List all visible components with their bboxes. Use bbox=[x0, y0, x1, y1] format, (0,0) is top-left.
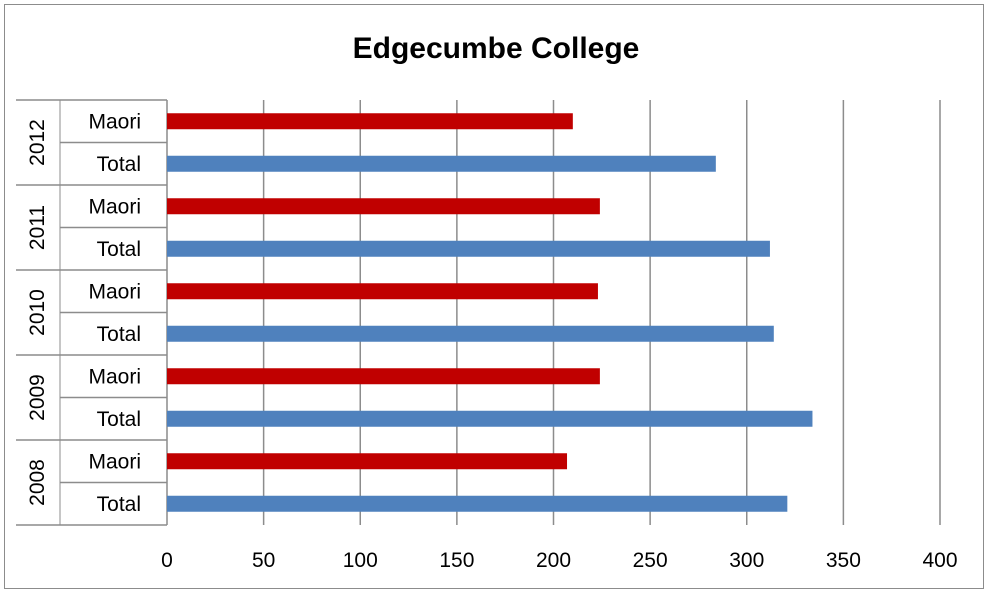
bar-category-label: Maori bbox=[88, 110, 141, 133]
group-label: 2009 bbox=[26, 374, 49, 421]
bars bbox=[167, 113, 813, 512]
bar-category-label: Maori bbox=[88, 280, 141, 303]
group-label: 2010 bbox=[26, 289, 49, 336]
bar-category-label: Total bbox=[97, 493, 141, 516]
bar-2010-maori bbox=[167, 283, 598, 300]
bar-category-label: Total bbox=[97, 323, 141, 346]
bar-2010-total bbox=[167, 325, 774, 342]
x-tick-label: 200 bbox=[536, 549, 571, 572]
x-tick-label: 350 bbox=[826, 549, 861, 572]
x-axis-ticks: 0 50 100 150 200 250 300 350 400 bbox=[161, 549, 957, 572]
bar-2011-total bbox=[167, 240, 770, 257]
bar-category-label: Total bbox=[97, 153, 141, 176]
group-label: 2012 bbox=[26, 119, 49, 166]
x-tick-label: 50 bbox=[252, 549, 275, 572]
bar-category-label: Maori bbox=[88, 365, 141, 388]
chart-title: Edgecumbe College bbox=[353, 32, 640, 65]
x-tick-label: 150 bbox=[439, 549, 474, 572]
bar-2012-maori bbox=[167, 113, 573, 130]
x-tick-label: 300 bbox=[729, 549, 764, 572]
group-label: 2011 bbox=[26, 205, 49, 250]
group-label: 2008 bbox=[26, 459, 49, 506]
category-axis: 2012 Maori Total 2011 Maori Total 2010 Maori Tot… bbox=[16, 99, 168, 526]
x-tick-label: 100 bbox=[343, 549, 378, 572]
bar-2009-maori bbox=[167, 368, 600, 385]
bar-2012-total bbox=[167, 155, 716, 172]
x-tick-label: 400 bbox=[922, 549, 957, 572]
bar-category-label: Maori bbox=[88, 450, 141, 473]
bar-category-label: Total bbox=[97, 408, 141, 431]
bar-category-label: Maori bbox=[88, 195, 141, 218]
bar-2009-total bbox=[167, 410, 813, 427]
bar-2008-total bbox=[167, 495, 788, 512]
x-tick-label: 250 bbox=[633, 549, 668, 572]
x-tick-label: 0 bbox=[161, 549, 173, 572]
bar-2011-maori bbox=[167, 198, 600, 215]
bar-category-label: Total bbox=[97, 238, 141, 261]
bar-2008-maori bbox=[167, 453, 568, 470]
